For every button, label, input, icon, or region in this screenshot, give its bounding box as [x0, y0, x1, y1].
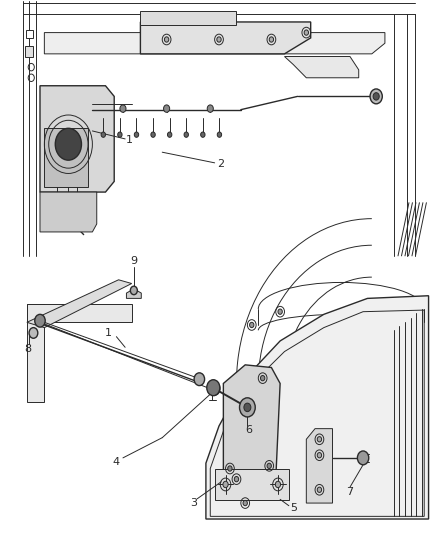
Circle shape	[269, 37, 274, 42]
Circle shape	[217, 132, 222, 138]
Circle shape	[35, 314, 45, 327]
Polygon shape	[215, 469, 289, 500]
Polygon shape	[25, 30, 32, 38]
Circle shape	[120, 105, 126, 112]
Circle shape	[29, 328, 38, 338]
Polygon shape	[27, 304, 44, 402]
Circle shape	[243, 500, 247, 506]
Polygon shape	[44, 33, 385, 54]
Circle shape	[267, 463, 272, 469]
Text: 3: 3	[191, 497, 198, 507]
Circle shape	[207, 379, 220, 395]
Polygon shape	[127, 289, 141, 298]
Text: 9: 9	[130, 256, 138, 266]
Circle shape	[244, 403, 251, 411]
Text: 1: 1	[105, 328, 112, 338]
Circle shape	[276, 481, 281, 488]
Circle shape	[357, 451, 369, 465]
Polygon shape	[40, 86, 114, 192]
Circle shape	[250, 322, 254, 328]
Polygon shape	[223, 365, 280, 479]
Circle shape	[207, 105, 213, 112]
Circle shape	[228, 466, 232, 471]
Circle shape	[209, 382, 220, 395]
Text: 5: 5	[290, 503, 297, 513]
Polygon shape	[285, 56, 359, 78]
Polygon shape	[27, 280, 132, 328]
Circle shape	[55, 128, 81, 160]
Circle shape	[370, 89, 382, 104]
Circle shape	[304, 30, 308, 35]
Text: 8: 8	[25, 344, 32, 354]
Circle shape	[118, 132, 122, 138]
Circle shape	[223, 481, 228, 488]
Circle shape	[164, 37, 169, 42]
Circle shape	[234, 477, 239, 482]
Circle shape	[163, 105, 170, 112]
Circle shape	[240, 398, 255, 417]
Circle shape	[208, 382, 217, 393]
Circle shape	[101, 132, 106, 138]
Polygon shape	[141, 22, 311, 54]
Polygon shape	[25, 46, 33, 56]
Circle shape	[131, 286, 138, 295]
Circle shape	[151, 132, 155, 138]
Circle shape	[217, 37, 221, 42]
Text: 2: 2	[218, 159, 225, 169]
Circle shape	[167, 132, 172, 138]
Polygon shape	[40, 192, 97, 232]
Polygon shape	[206, 296, 428, 519]
Text: 7: 7	[346, 488, 353, 497]
Circle shape	[317, 437, 321, 442]
Circle shape	[278, 309, 283, 314]
Polygon shape	[141, 11, 237, 25]
Circle shape	[317, 487, 321, 492]
Circle shape	[184, 132, 188, 138]
Polygon shape	[44, 128, 88, 187]
Circle shape	[134, 132, 139, 138]
Polygon shape	[306, 429, 332, 503]
Circle shape	[317, 453, 321, 458]
Circle shape	[194, 373, 205, 385]
Circle shape	[261, 375, 265, 381]
Polygon shape	[27, 304, 132, 322]
Circle shape	[373, 93, 379, 100]
Circle shape	[201, 132, 205, 138]
Text: 1: 1	[126, 135, 133, 145]
Text: 6: 6	[245, 425, 252, 435]
Text: 4: 4	[113, 457, 120, 467]
